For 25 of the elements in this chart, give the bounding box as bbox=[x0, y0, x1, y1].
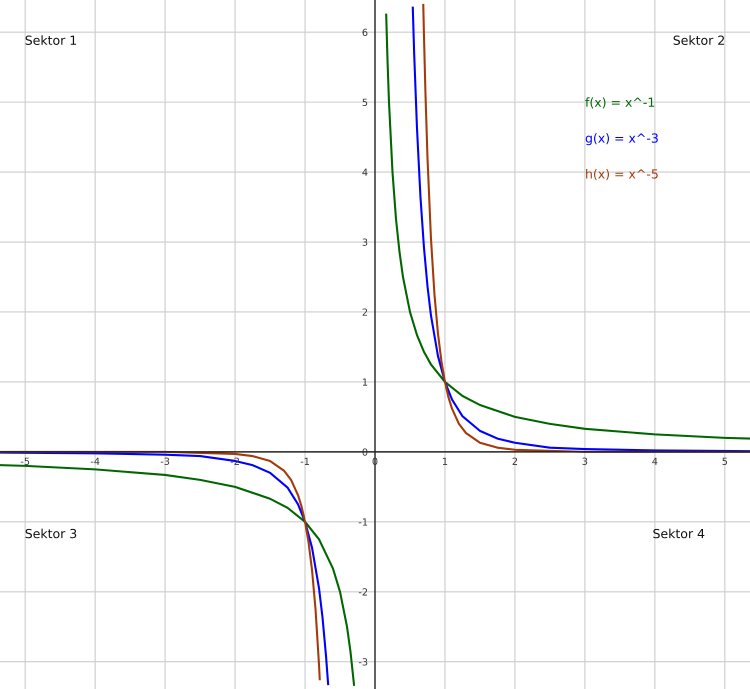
y-tick-label: -2 bbox=[358, 588, 368, 596]
text: h(x) = x^-5 bbox=[586, 168, 658, 180]
y-tick-label: 5 bbox=[362, 98, 368, 106]
annotation: Sektor 4 bbox=[653, 528, 704, 538]
y-tick-label: 1 bbox=[362, 378, 368, 386]
x-tick-label: 4 bbox=[652, 458, 658, 465]
annotation: Sektor 1 bbox=[26, 35, 76, 45]
x-tick-label: -3 bbox=[160, 458, 170, 465]
y-tick-label: 2 bbox=[362, 308, 368, 316]
text: g(x) = x^-3 bbox=[586, 133, 658, 146]
x-tick-label: 5 bbox=[722, 458, 728, 465]
y-tick-label: 6 bbox=[362, 28, 368, 36]
annotation: Sektor 3 bbox=[26, 528, 76, 538]
annotation: Sektor 2 bbox=[674, 35, 724, 45]
x-tick-label: -1 bbox=[300, 458, 309, 465]
y-tick-label: -1 bbox=[358, 518, 368, 526]
y-tick-label: 4 bbox=[362, 168, 368, 176]
x-tick-label: 1 bbox=[442, 458, 448, 465]
y-tick-label: 3 bbox=[362, 238, 368, 246]
x-tick-label: -4 bbox=[90, 458, 100, 465]
y-tick-label: -3 bbox=[358, 658, 368, 666]
x-tick-label: 2 bbox=[512, 458, 518, 465]
x-tick-label: 3 bbox=[582, 458, 588, 465]
x-tick-label: -5 bbox=[20, 458, 30, 465]
text: f(x) = x^-1 bbox=[585, 97, 654, 108]
